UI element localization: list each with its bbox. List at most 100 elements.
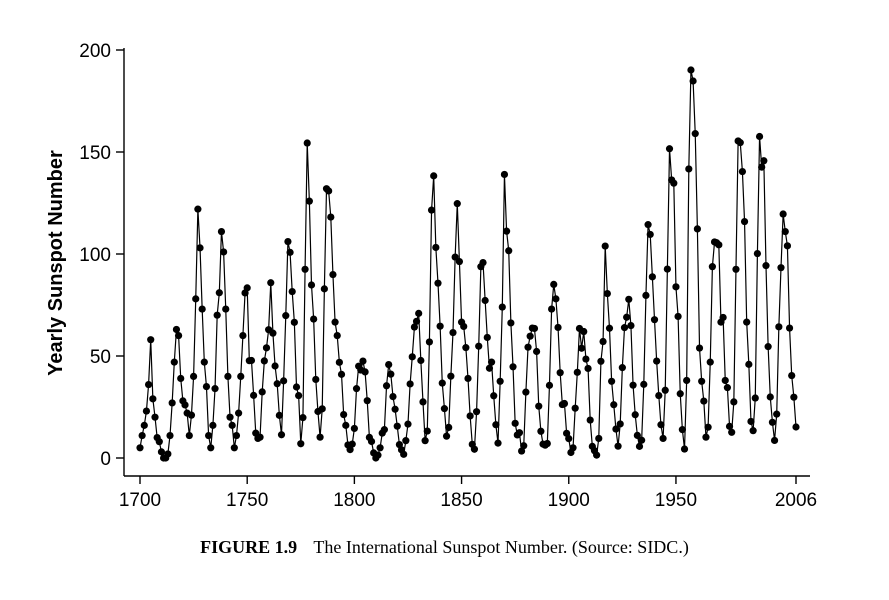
data-point xyxy=(616,420,624,428)
data-point xyxy=(350,424,358,433)
data-point xyxy=(380,426,388,434)
data-point xyxy=(524,343,532,351)
data-point xyxy=(277,431,286,439)
data-point xyxy=(425,338,434,346)
data-point xyxy=(597,357,605,365)
data-point xyxy=(200,358,208,366)
data-point xyxy=(177,374,185,383)
data-point xyxy=(608,377,616,385)
data-point xyxy=(421,437,429,445)
x-tick-label: 1950 xyxy=(655,490,697,511)
data-point xyxy=(614,442,622,450)
data-point xyxy=(783,242,792,250)
data-point xyxy=(320,285,328,293)
data-point xyxy=(391,405,399,413)
data-point xyxy=(316,433,324,441)
data-point xyxy=(393,422,401,430)
data-point xyxy=(650,316,659,324)
data-point xyxy=(685,165,693,173)
data-point xyxy=(475,342,483,350)
data-point xyxy=(657,421,665,429)
data-point xyxy=(689,77,697,85)
data-point xyxy=(599,337,607,346)
data-point xyxy=(627,322,635,330)
data-point xyxy=(295,391,303,400)
data-point xyxy=(389,393,397,401)
data-point xyxy=(500,170,509,179)
data-point xyxy=(522,388,530,396)
data-point xyxy=(687,66,695,74)
data-point xyxy=(451,253,459,261)
data-point xyxy=(770,436,779,445)
data-point xyxy=(220,248,228,256)
data-point xyxy=(247,356,256,365)
data-point xyxy=(719,313,727,322)
data-point xyxy=(472,408,481,416)
data-point xyxy=(305,197,313,205)
data-point xyxy=(172,325,181,334)
data-point xyxy=(292,383,301,391)
data-point xyxy=(695,344,704,352)
data-point xyxy=(520,442,528,450)
data-point xyxy=(455,257,464,266)
data-point xyxy=(194,205,202,213)
data-point xyxy=(288,287,296,296)
y-tick-label: 50 xyxy=(90,347,111,368)
data-point xyxy=(440,405,449,413)
data-point xyxy=(211,385,219,393)
data-point xyxy=(237,372,245,380)
data-point xyxy=(505,247,513,255)
data-point xyxy=(282,312,290,320)
data-point xyxy=(213,311,221,319)
data-point xyxy=(138,431,146,440)
data-point xyxy=(498,303,506,311)
data-point xyxy=(483,333,491,342)
data-point xyxy=(743,318,751,326)
data-point xyxy=(605,324,614,332)
data-point xyxy=(644,221,652,229)
data-point xyxy=(548,305,556,313)
data-point xyxy=(430,172,438,180)
data-point xyxy=(228,421,236,429)
data-point xyxy=(702,433,710,441)
data-point xyxy=(217,227,226,236)
y-tick-label: 150 xyxy=(79,143,111,164)
data-point xyxy=(445,423,453,431)
data-point xyxy=(325,187,333,195)
data-point xyxy=(174,332,183,340)
data-point xyxy=(790,393,798,401)
data-point xyxy=(638,436,646,444)
data-point xyxy=(382,382,391,390)
data-point xyxy=(434,279,442,287)
data-point xyxy=(676,390,684,398)
data-point xyxy=(406,380,414,388)
data-point xyxy=(620,324,629,332)
data-point xyxy=(745,360,753,368)
data-point xyxy=(646,230,654,239)
data-point xyxy=(419,398,427,406)
data-point xyxy=(447,372,455,380)
data-point xyxy=(181,401,189,409)
data-point xyxy=(792,423,800,431)
y-axis-label: Yearly Sunspot Number xyxy=(45,150,67,376)
data-point xyxy=(565,435,573,443)
data-point xyxy=(198,305,206,313)
data-point xyxy=(348,440,356,448)
data-point xyxy=(496,377,504,385)
data-point xyxy=(612,425,620,433)
data-point xyxy=(670,179,678,187)
data-point xyxy=(502,227,511,235)
data-point xyxy=(412,317,421,325)
data-point xyxy=(331,318,339,326)
data-point xyxy=(736,139,744,147)
data-point xyxy=(442,432,451,440)
data-point xyxy=(680,445,689,453)
data-point xyxy=(307,281,316,289)
data-point xyxy=(665,145,674,153)
data-point xyxy=(168,399,176,407)
data-point xyxy=(740,217,749,226)
data-point xyxy=(509,363,517,371)
data-point xyxy=(232,431,241,440)
data-point xyxy=(785,324,794,332)
data-point xyxy=(235,409,243,417)
